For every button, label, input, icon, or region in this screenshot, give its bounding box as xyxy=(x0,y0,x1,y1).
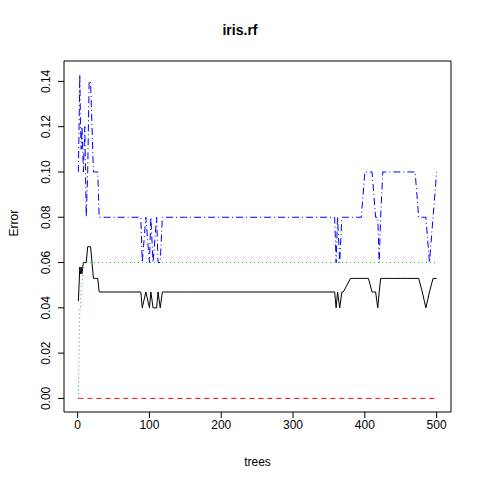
svg-text:200: 200 xyxy=(211,418,231,432)
svg-text:0.06: 0.06 xyxy=(39,251,53,275)
svg-text:trees: trees xyxy=(244,455,271,469)
svg-text:500: 500 xyxy=(427,418,447,432)
svg-text:0.04: 0.04 xyxy=(39,296,53,320)
svg-text:400: 400 xyxy=(355,418,375,432)
svg-text:100: 100 xyxy=(139,418,159,432)
svg-text:0.12: 0.12 xyxy=(39,115,53,139)
svg-text:0.14: 0.14 xyxy=(39,69,53,93)
svg-text:0.02: 0.02 xyxy=(39,341,53,365)
html-text:iris.rf: iris.rf xyxy=(222,22,258,38)
svg-text:0: 0 xyxy=(74,418,81,432)
svg-text:0.08: 0.08 xyxy=(39,205,53,229)
svg-text:Error: Error xyxy=(8,210,21,237)
svg-text:0.10: 0.10 xyxy=(39,160,53,184)
svg-text:0.00: 0.00 xyxy=(39,386,53,410)
svg-text:300: 300 xyxy=(283,418,303,432)
